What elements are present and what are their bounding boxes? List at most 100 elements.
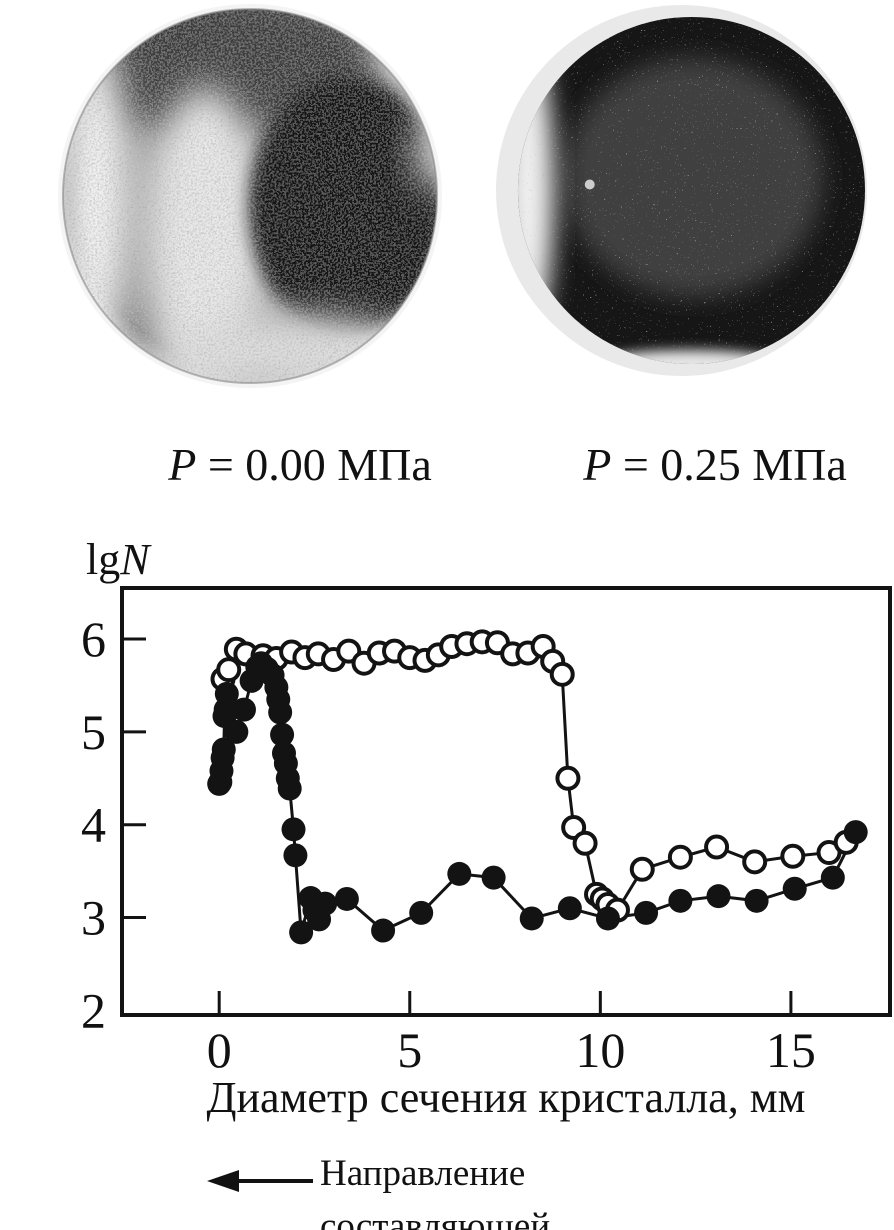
series-line-filled-circles [217, 661, 858, 933]
marker-open [500, 641, 526, 667]
marker-filled [212, 704, 237, 729]
marker-open [816, 840, 842, 866]
marker-open [279, 639, 305, 665]
crystal-photo-right [494, 3, 869, 383]
marker-filled [557, 896, 582, 921]
marker-filled [260, 663, 285, 688]
marker-filled [447, 861, 472, 886]
marker-open [561, 814, 587, 840]
x-tick-label: 0 [207, 1022, 232, 1078]
caption-text: Направление составляющей гравитационного… [320, 1148, 750, 1230]
marker-open [216, 657, 242, 683]
marker-filled [634, 900, 659, 925]
marker-filled [519, 906, 544, 931]
marker-open [305, 641, 331, 667]
marker-open [572, 830, 598, 856]
x-tick-label: 15 [766, 1022, 816, 1078]
photo-label-right: P = 0.25 МПа [515, 438, 894, 490]
pressure-value: = 0.25 МПа [611, 439, 847, 490]
marker-filled [281, 817, 306, 842]
marker-filled [275, 766, 300, 791]
marker-open [425, 642, 451, 668]
marker-open [351, 650, 377, 676]
crystal-image-right [495, 4, 868, 377]
marker-filled [254, 656, 279, 681]
marker-filled [289, 920, 314, 945]
marker-open [292, 645, 318, 671]
y-tick-label: 6 [81, 611, 106, 667]
marker-filled [209, 758, 234, 783]
marker-filled [211, 737, 236, 762]
y-tick-label: 5 [81, 704, 106, 760]
marker-open [629, 856, 655, 882]
marker-open [833, 829, 859, 855]
marker-open [469, 629, 495, 655]
left-arrow-icon [207, 1170, 313, 1192]
marker-open [780, 843, 806, 869]
marker-filled [744, 888, 769, 913]
y-tick-label: 4 [81, 797, 106, 853]
marker-filled [210, 745, 235, 770]
marker-filled [207, 771, 232, 796]
marker-filled [706, 884, 731, 909]
marker-filled [782, 876, 807, 901]
marker-filled [214, 681, 239, 706]
marker-filled [313, 891, 338, 916]
marker-open [555, 765, 581, 791]
marker-filled [264, 675, 289, 700]
marker-filled [213, 697, 238, 722]
pressure-symbol: P [583, 439, 612, 490]
marker-open [397, 645, 423, 671]
marker-filled [231, 697, 256, 722]
marker-filled [283, 843, 308, 868]
marker-open [704, 834, 730, 860]
marker-filled [298, 886, 323, 911]
plot-frame [120, 586, 892, 1017]
marker-open [584, 881, 610, 907]
marker-filled [668, 888, 693, 913]
marker-filled [307, 907, 332, 932]
marker-filled [481, 865, 506, 890]
marker-open [439, 633, 465, 659]
marker-filled [820, 865, 845, 890]
marker-filled [239, 668, 264, 693]
marker-filled [270, 722, 295, 747]
pressure-symbol: P [168, 439, 197, 490]
marker-open [412, 647, 438, 673]
marker-filled [334, 886, 359, 911]
marker-open [595, 892, 621, 918]
marker-open [263, 646, 289, 672]
marker-filled [268, 700, 293, 725]
marker-open [250, 643, 276, 669]
chart-y-axis-title: lgN [86, 534, 150, 585]
marker-open [382, 638, 408, 664]
marker-filled [245, 654, 270, 679]
marker-open [321, 646, 347, 672]
marker-filled [843, 820, 868, 845]
marker-filled [409, 900, 434, 925]
marker-open [366, 640, 392, 666]
y-axis-title-symbol: N [120, 535, 150, 584]
marker-filled [371, 918, 396, 943]
marker-filled [273, 751, 298, 776]
marker-filled [249, 651, 274, 676]
marker-filled [595, 906, 620, 931]
marker-filled [271, 741, 296, 766]
marker-open [484, 630, 510, 656]
x-tick-label: 10 [575, 1022, 625, 1078]
crystal-image-left [57, 3, 443, 389]
marker-open [530, 633, 556, 659]
marker-open [515, 640, 541, 666]
marker-filled [266, 687, 291, 712]
marker-open [540, 648, 566, 674]
marker-open [336, 638, 362, 664]
photo-label-left: P = 0.00 МПа [100, 438, 500, 490]
marker-open [210, 666, 236, 692]
crystal-photo-left [56, 2, 444, 395]
y-tick-label: 3 [81, 890, 106, 946]
marker-open [742, 849, 768, 875]
marker-filled [224, 719, 249, 744]
marker-open [604, 897, 630, 923]
x-tick-label: 5 [397, 1022, 422, 1078]
